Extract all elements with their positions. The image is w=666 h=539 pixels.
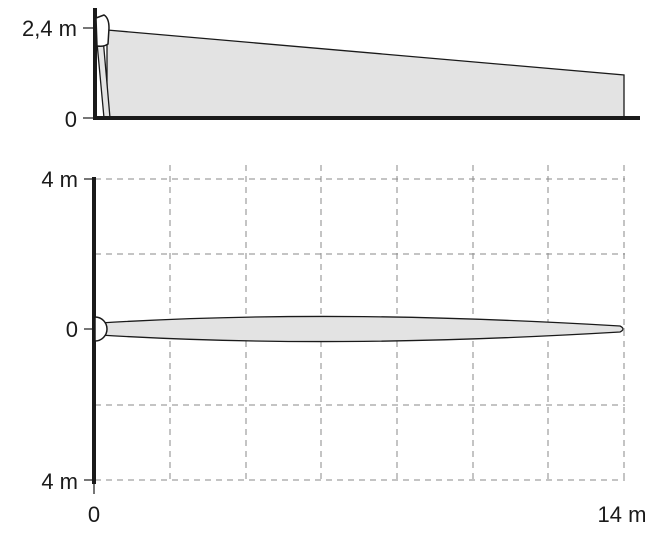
sensor-top-icon — [94, 316, 108, 342]
side-view: 2,4 m 0 — [22, 8, 640, 132]
top-view: 4 m 0 4 m 0 14 m — [41, 165, 646, 527]
side-label-top: 2,4 m — [22, 16, 77, 41]
top-detection-zone — [99, 315, 624, 343]
sensor-side-icon — [95, 14, 110, 47]
top-label-x-end: 14 m — [598, 502, 647, 527]
top-label-middle: 0 — [66, 317, 78, 342]
side-detection-zone — [106, 29, 625, 119]
top-label-upper: 4 m — [41, 167, 78, 192]
side-label-bottom: 0 — [65, 107, 77, 132]
top-label-x-start: 0 — [88, 502, 100, 527]
top-label-lower: 4 m — [41, 469, 78, 494]
